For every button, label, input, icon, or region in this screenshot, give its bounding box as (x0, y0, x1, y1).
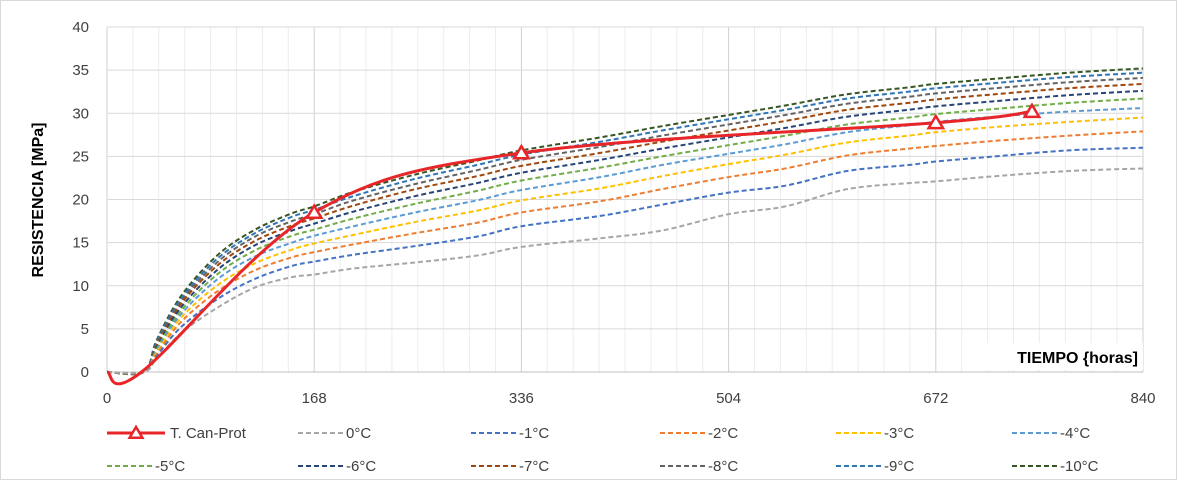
x-tick-label: 0 (103, 390, 111, 407)
series-line--7c (106, 82, 1144, 375)
series-line--9c (106, 71, 1144, 376)
series-line-0c (106, 167, 1144, 374)
series-line--5c (106, 97, 1144, 375)
legend-label: -9°C (884, 458, 914, 475)
grid-lines (106, 26, 1144, 373)
legend-item: -4°C (1012, 425, 1090, 442)
triangle-marker (512, 143, 531, 160)
legend-marker (127, 424, 145, 440)
x-tick-label: 672 (923, 390, 948, 407)
legend-item: T. Can-Prot (107, 424, 247, 442)
legend-item: -5°C (107, 458, 185, 475)
triangle-marker (1022, 102, 1042, 119)
legend-label: -7°C (519, 458, 549, 475)
legend-item: -7°C (471, 458, 549, 475)
legend-label: -8°C (708, 458, 738, 475)
legend-label: -2°C (708, 425, 738, 442)
y-tick-label: 25 (72, 148, 89, 165)
y-tick-label: 35 (72, 62, 89, 79)
legend-label: -5°C (155, 458, 185, 475)
legend-item: -9°C (836, 458, 914, 475)
legend-item: -8°C (660, 458, 738, 475)
y-tick-label: 40 (72, 19, 89, 36)
series-line--10c (106, 67, 1144, 376)
axes: 0 5 10 15 20 25 30 35 40 0 168 336 504 672 840 (72, 19, 1155, 407)
legend-label: -3°C (884, 425, 914, 442)
legend-item: -6°C (298, 458, 376, 475)
legend-label: -10°C (1060, 458, 1099, 475)
y-tick-label: 15 (72, 235, 89, 252)
x-tick-label: 168 (302, 390, 327, 407)
x-axis-title-background (963, 343, 1143, 370)
triangle-marker (304, 203, 324, 220)
y-tick-label: 20 (72, 192, 89, 209)
legend-item: -2°C (660, 425, 738, 442)
x-axis-title: TIEMPO {horas] (1017, 350, 1138, 367)
y-tick-label: 30 (72, 105, 89, 122)
legend-item: -3°C (836, 425, 914, 442)
triangle-marker (926, 113, 946, 130)
y-tick-label: 10 (72, 278, 89, 295)
legend-item: -1°C (471, 425, 549, 442)
series-line--8c (106, 76, 1144, 376)
x-tick-label: 840 (1130, 390, 1155, 407)
y-tick-label: 0 (81, 364, 89, 381)
series-line--6c (106, 89, 1144, 375)
legend-label: -6°C (346, 458, 376, 475)
legend: T. Can-Prot 0°C -1°C -2°C -3°C -4°C -5°C -6°C -7… (107, 424, 1099, 475)
legend-label: -4°C (1060, 425, 1090, 442)
legend-label: -1°C (519, 425, 549, 442)
y-axis-title: RESISTENCIA [MPa] (30, 123, 47, 278)
series-line--2c (106, 130, 1144, 375)
legend-label: 0°C (346, 425, 371, 442)
legend-item: 0°C (298, 425, 371, 442)
legend-label: T. Can-Prot (170, 425, 247, 442)
y-tick-label: 5 (81, 321, 89, 338)
series-line--3c (106, 116, 1144, 375)
x-tick-label: 336 (509, 390, 534, 407)
legend-item: -10°C (1012, 458, 1099, 475)
series-lines (106, 67, 1144, 386)
series-line--4c (106, 107, 1144, 375)
x-tick-label: 504 (716, 390, 741, 407)
